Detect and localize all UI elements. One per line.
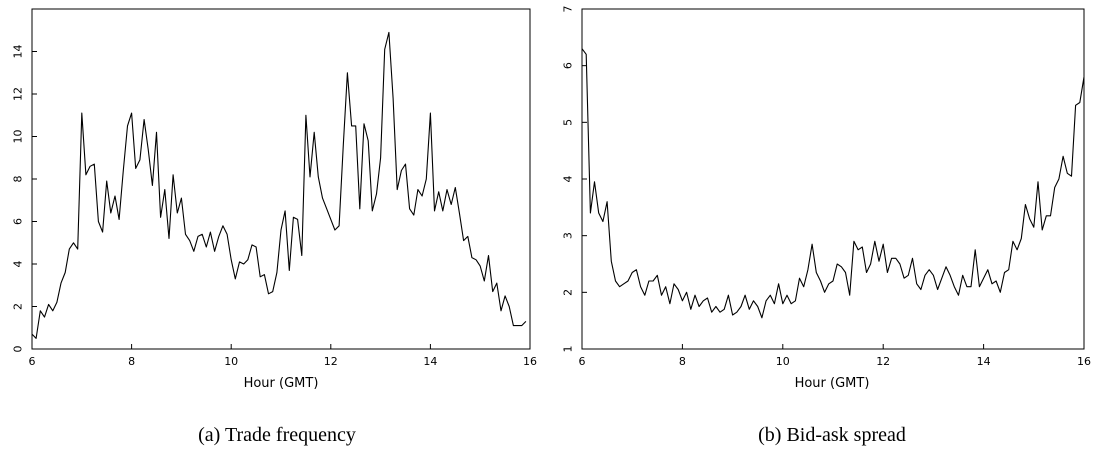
y-tick-label: 12	[12, 87, 25, 101]
y-tick-label: 2	[562, 289, 575, 296]
series-layer-a	[31, 31, 527, 339]
x-axis-label-a: Hour (GMT)	[244, 376, 319, 391]
chart-panel-a: 0 2 4 6 8 10 12 14 6 8 10 12 14 16 Hour (GMT) (a) Tr…	[12, 8, 537, 446]
x-tick-label: 16	[523, 355, 537, 368]
y-tick-label: 7	[562, 6, 575, 13]
caption-a: (a) Trade frequency	[198, 424, 356, 446]
x-tick-label: 16	[1077, 355, 1091, 368]
x-tick-label: 10	[224, 355, 238, 368]
y-axis-a: 0 2 4 6 8 10 12 14	[12, 45, 37, 353]
y-tick-label: 2	[12, 303, 25, 310]
plot-frame-a	[31, 8, 531, 350]
y-tick-label: 10	[12, 130, 25, 144]
series-line-a-0	[31, 31, 527, 339]
y-axis-b: 1 2 3 4 5 6 7	[562, 6, 587, 353]
y-tick-label: 0	[12, 346, 25, 353]
y-tick-label: 8	[12, 176, 25, 183]
x-tick-label: 12	[324, 355, 338, 368]
x-tick-label: 14	[977, 355, 991, 368]
y-tick-label: 6	[12, 218, 25, 225]
y-tick-label: 6	[562, 62, 575, 69]
series-layer-b	[581, 48, 1085, 319]
plot-frame-b	[581, 8, 1085, 350]
y-tick-label: 4	[562, 176, 575, 183]
x-tick-label: 8	[128, 355, 135, 368]
x-tick-label: 12	[876, 355, 890, 368]
x-tick-label: 6	[579, 355, 586, 368]
y-tick-label: 3	[562, 232, 575, 239]
caption-b: (b) Bid-ask spread	[758, 424, 906, 446]
x-tick-label: 8	[679, 355, 686, 368]
x-axis-b: 6 8 10 12 14 16	[579, 344, 1091, 368]
y-tick-label: 5	[562, 119, 575, 126]
x-tick-label: 14	[423, 355, 437, 368]
x-tick-label: 6	[29, 355, 36, 368]
series-line-b-0	[581, 48, 1085, 319]
x-axis-label-b: Hour (GMT)	[795, 376, 870, 391]
y-tick-label: 14	[12, 45, 25, 59]
y-tick-label: 1	[562, 346, 575, 353]
x-axis-a: 6 8 10 12 14 16	[29, 344, 537, 368]
x-tick-label: 10	[776, 355, 790, 368]
y-tick-label: 4	[12, 261, 25, 268]
